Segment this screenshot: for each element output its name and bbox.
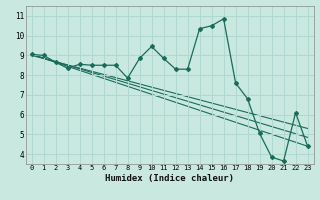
X-axis label: Humidex (Indice chaleur): Humidex (Indice chaleur) <box>105 174 234 183</box>
